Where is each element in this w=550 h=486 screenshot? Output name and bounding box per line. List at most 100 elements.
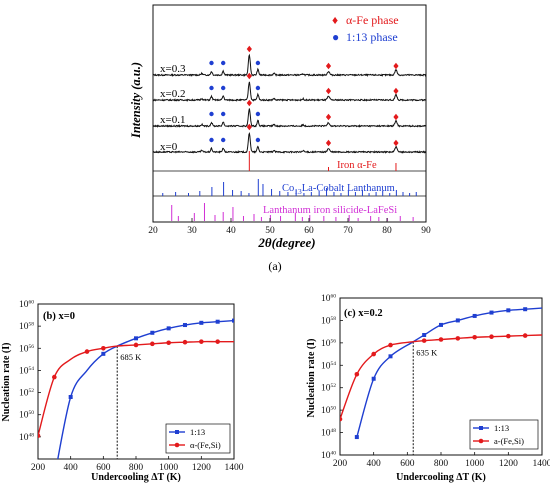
series-fesi-point [133, 342, 139, 348]
series-1-13-point [472, 313, 477, 318]
xrd-phase-markers [209, 45, 399, 147]
trace-label-x0: x=0 [160, 141, 178, 153]
y-tick-label: 1040 [321, 451, 336, 462]
alpha-fe-marker [325, 139, 332, 147]
legend-1-13-label: 1:13 phase [346, 30, 398, 44]
series-fesi-point [371, 351, 376, 357]
y-tick-label: 1048 [321, 428, 336, 439]
panel-a-x-axis-label: 2θ(degree) [257, 235, 315, 250]
panel-b-y-ticks: 1048 1050 1052 1054 1056 1058 1060 [19, 300, 41, 443]
series-1-13-point [68, 395, 73, 399]
x-tick-label: 1200 [192, 463, 211, 473]
y-tick-label: 1056 [321, 338, 336, 349]
phase-1-13-marker [221, 137, 226, 143]
x-tick-label: 1200 [499, 459, 518, 469]
series-fesi-point [101, 345, 106, 351]
panel-b-legend-marker-alpha [174, 442, 180, 448]
panel-a-legend: ♦ α-Fe phase ● 1:13 phase [332, 13, 399, 44]
phase-1-13-marker [209, 85, 214, 91]
panel-c: (c) x=0.2 104010481050105210541056105810… [306, 294, 550, 484]
legend-alpha-fe-label: α-Fe phase [346, 13, 399, 27]
panel-c-series [340, 307, 542, 440]
series-fesi-point [455, 336, 461, 341]
y-tick-label: 1054 [19, 366, 34, 377]
panel-b-legend: 1:13 α-(Fe,Si) [165, 423, 231, 454]
series-fesi-point [166, 340, 171, 346]
series-fesi-point [388, 342, 393, 348]
alpha-fe-marker [393, 139, 399, 147]
panel-c-legend: 1:13 a-(Fe,Si) [469, 419, 539, 450]
panel-a-y-axis-label: Intensity (a.u.) [129, 62, 143, 139]
alpha-fe-marker [246, 123, 252, 131]
y-tick-label: 1060 [321, 294, 336, 305]
panel-a-x-tick-label: 30 [187, 226, 197, 236]
series-line-1 [340, 334, 542, 420]
panel-a-x-tick-label: 40 [226, 226, 236, 236]
panel-a-frame [152, 4, 427, 223]
panel-a-x-tick-label: 60 [304, 226, 314, 236]
panel-b-legend-label-1-13: 1:13 [190, 427, 205, 437]
alpha-fe-marker [246, 99, 252, 107]
series-fesi-point [421, 338, 427, 343]
y-tick-label: 1058 [19, 322, 34, 333]
series-1-13-point [388, 354, 393, 359]
series-1-13-point [422, 333, 427, 338]
series-1-13-point [523, 307, 528, 312]
y-tick-label: 1058 [321, 316, 336, 327]
series-line-0 [356, 307, 542, 438]
phase-1-13-marker [255, 60, 261, 66]
series-1-13-point [232, 318, 234, 323]
panel-c-legend-marker-alpha [478, 438, 484, 444]
phase-1-13-marker [209, 137, 214, 143]
alpha-fe-marker [246, 72, 252, 80]
panel-b-title: (b) x=0 [43, 311, 75, 322]
y-tick-label: 1052 [321, 383, 336, 394]
panel-c-y-axis-label: Nucleation rate (I) [306, 339, 317, 418]
x-tick-label: 600 [400, 459, 415, 469]
xrd-traces [152, 53, 427, 154]
x-tick-label: 600 [96, 463, 111, 473]
y-tick-label: 1048 [19, 432, 34, 443]
alpha-fe-marker [325, 62, 332, 70]
panel-c-x-ticks: 200 400 600 800 1000 1200 1400 [333, 452, 550, 469]
panel-b-x-ticks: 200 400 600 800 1000 1200 1400 [31, 456, 244, 473]
panel-a: ♦ α-Fe phase ● 1:13 phase x=0.3 x=0.2 x=… [129, 4, 431, 273]
phase-1-13-marker [209, 111, 214, 117]
alpha-fe-marker [246, 45, 252, 53]
panel-b-crossover-label: 685 K [120, 352, 142, 362]
panel-a-x-tick-label: 90 [421, 226, 431, 236]
panel-b-legend-label-alpha: α-(Fe,Si) [190, 440, 221, 450]
series-fesi-point [52, 374, 57, 380]
series-1-13-point [455, 318, 460, 323]
phase-1-13-marker [255, 85, 261, 91]
panel-c-title: (c) x=0.2 [344, 308, 383, 319]
xrd-trace-x=0.2 [152, 81, 426, 102]
panel-c-x-axis-label: Undercooling ΔT (K) [396, 472, 486, 483]
x-tick-label: 400 [367, 459, 382, 469]
series-1-13-point [166, 326, 171, 331]
series-1-13-point [150, 330, 155, 335]
series-fesi-point [354, 371, 360, 377]
series-fesi-point [522, 333, 528, 338]
panel-c-y-ticks: 1040 1048 1050 1052 1054 1056 1058 1060 [321, 294, 343, 462]
y-tick-label: 1052 [19, 388, 34, 399]
panel-a-x-tick-label: 20 [148, 226, 158, 236]
series-fesi-point [84, 349, 90, 354]
x-tick-label: 1000 [465, 459, 484, 469]
phase-1-13-marker [255, 137, 261, 143]
series-1-13-point [506, 308, 511, 313]
series-1-13-point [199, 320, 204, 325]
alpha-fe-marker [393, 87, 399, 95]
y-tick-label: 1054 [321, 361, 336, 372]
xrd-trace-x=0.3 [152, 53, 427, 77]
series-fesi-point [199, 339, 204, 344]
legend-alpha-fe-symbol: ♦ [332, 13, 338, 27]
alpha-fe-marker [393, 113, 399, 121]
series-fesi-point [506, 333, 511, 339]
series-1-13-point [134, 336, 138, 341]
series-fesi-point [438, 337, 444, 342]
series-fesi-point [215, 339, 220, 344]
alpha-fe-marker [325, 113, 332, 121]
trace-label-x01: x=0.1 [160, 114, 185, 126]
